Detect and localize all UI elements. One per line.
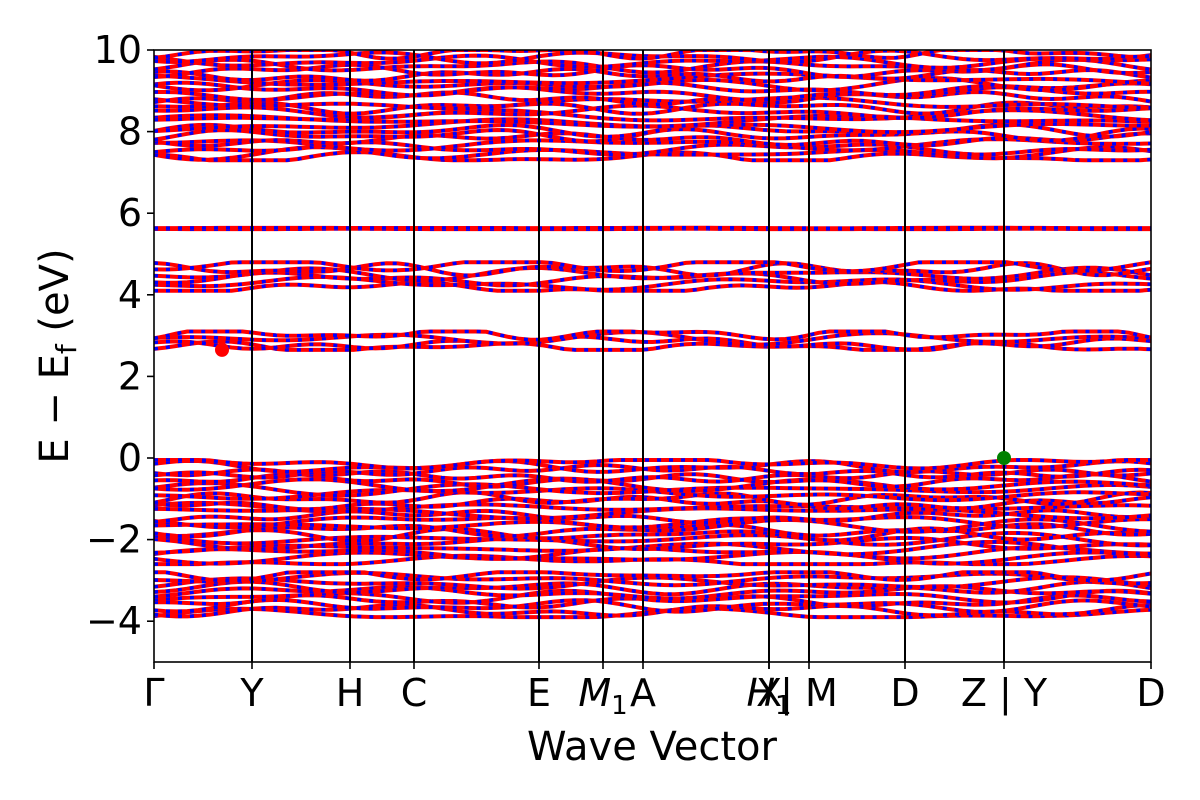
kpoint-lines [251,50,1005,662]
x-axis-title: Wave Vector [527,724,778,770]
y-axis-title-main: E − E [32,354,78,464]
band-line-down [154,501,1151,514]
band-line-up [154,588,1151,605]
x-tick-label: Y [239,671,264,715]
band-line-down [154,71,1151,87]
y-tick-label: 6 [118,191,142,235]
band-line-down [154,117,1151,134]
y-tick-label: 2 [118,354,142,398]
band-line-up [154,515,1151,530]
band-line-up [154,549,1151,566]
band-line-up [154,329,1151,342]
y-tick-label: 8 [118,110,142,154]
extrema-markers [215,342,1011,465]
y-axis-title-unit: (eV) [32,248,78,344]
x-tick-label: Γ [143,671,164,715]
band-line-up [154,95,1151,111]
band-line-up [154,131,1151,148]
x-tick-label: H [336,671,365,715]
vbm-marker [997,451,1011,465]
y-tick-label: −4 [86,599,142,643]
band-line-down [154,113,1151,129]
band-line-up [154,50,1151,61]
y-tick-label: 0 [118,436,142,480]
band-line-up [154,53,1151,70]
band-line-up [154,458,1151,475]
y-tick-label: 4 [118,273,142,317]
band-line-down [154,486,1151,502]
plot-frame [153,49,1152,663]
x-tick-label: M1 [578,671,627,721]
band-line-down [154,554,1151,566]
band-line-up [154,481,1151,498]
band-line-down [154,506,1151,521]
band-line-up [154,579,1151,597]
band-line-up [154,458,1151,471]
y-axis-title: E − Ef (eV) [32,248,83,463]
y-tick-label: −2 [86,518,142,562]
y-axis: 10 8 6 4 2 0 −2 −4 [86,28,154,643]
band-line-up [154,57,1151,75]
y-axis-title-sub: f [50,343,83,354]
x-axis: Γ Y H C E M1 A XH1| M D Z | Y D [143,662,1166,721]
x-tick-label: A [630,671,656,715]
band-line-up [154,535,1151,552]
band-line-up [154,476,1151,494]
x-tick-label: Z | Y [961,671,1048,716]
x-tick-label: E [527,671,551,715]
x-tick-label: D [1136,671,1165,715]
band-line-up [154,526,1151,543]
band-line-up [154,75,1151,93]
x-tick-label: X [756,671,782,715]
band-line-up [154,570,1151,583]
band-line-up [154,508,1151,525]
x-tick-label: H1 [746,671,791,721]
y-tick-label: 10 [94,28,142,72]
band-line-up [154,597,1151,614]
cbm-marker [215,342,229,357]
band-line-up [154,260,1151,274]
band-line-up [154,265,1151,283]
bands-layer [154,50,1151,620]
x-tick-label: C [401,671,428,715]
x-tick-label: | M [780,671,838,716]
x-tick-label: D [890,671,919,715]
